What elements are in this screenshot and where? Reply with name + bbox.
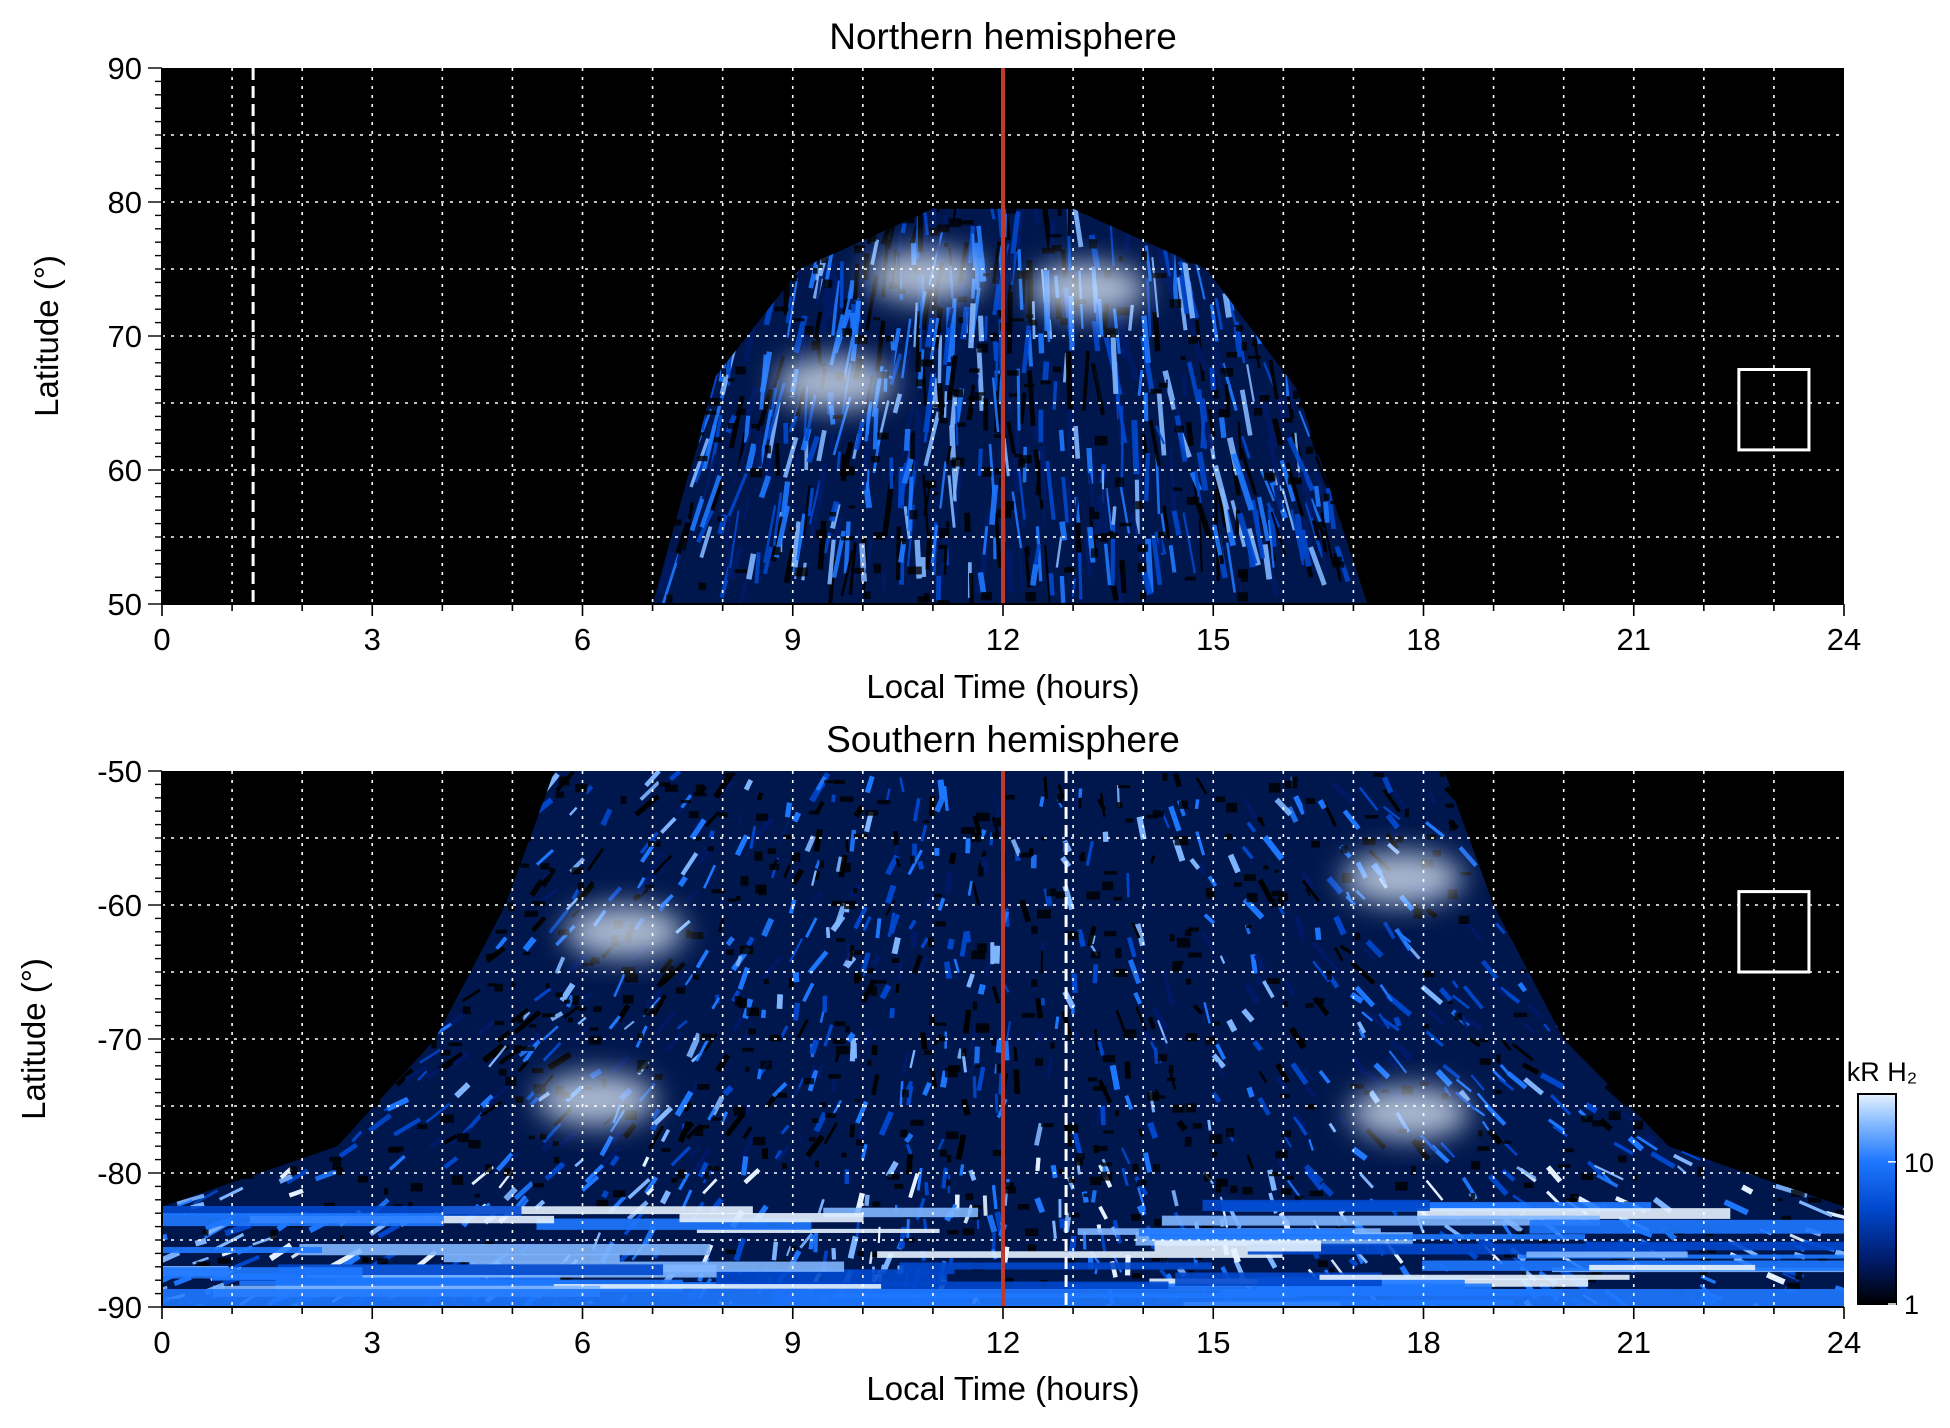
panel-title: Southern hemisphere — [826, 719, 1180, 760]
bright-feature — [1349, 1087, 1469, 1139]
x-axis-label: Local Time (hours) — [866, 1370, 1139, 1407]
colorbar-tick-label: 1 — [1904, 1290, 1919, 1320]
y-axis-label: Latitude (°) — [28, 255, 65, 417]
x-tick-label: 21 — [1617, 622, 1651, 657]
x-tick-label: 18 — [1406, 622, 1440, 657]
x-tick-label: 18 — [1406, 1325, 1440, 1360]
x-tick-label: 15 — [1196, 1325, 1230, 1360]
bright-feature — [1342, 852, 1462, 904]
bright-feature — [565, 906, 685, 958]
x-tick-label: 9 — [784, 622, 801, 657]
y-tick-label: 90 — [108, 51, 142, 86]
bright-feature — [537, 1073, 657, 1125]
bright-feature — [1027, 263, 1147, 315]
x-tick-label: 12 — [986, 1325, 1020, 1360]
x-tick-label: 12 — [986, 622, 1020, 657]
x-tick-label: 6 — [574, 1325, 591, 1360]
southern-hemisphere-panel: Southern hemisphere 0 3 6 9 12 15 18 21 24 -90 -80… — [15, 719, 1950, 1407]
y-tick-label: -60 — [97, 888, 142, 923]
y-tick-label: 70 — [108, 319, 142, 354]
panel-title: Northern hemisphere — [829, 16, 1177, 57]
colorbar: kR H₂ 1 10 — [1847, 1057, 1934, 1320]
y-tick-label: 80 — [108, 185, 142, 220]
y-tick-label: -50 — [97, 754, 142, 789]
y-tick-label: -70 — [97, 1022, 142, 1057]
x-tick-label: 9 — [784, 1325, 801, 1360]
bright-feature — [866, 250, 986, 302]
x-tick-label: 21 — [1617, 1325, 1651, 1360]
x-axis-label: Local Time (hours) — [866, 668, 1139, 705]
x-tick-label: 3 — [364, 1325, 381, 1360]
x-tick-label: 3 — [364, 622, 381, 657]
y-axis-label: Latitude (°) — [15, 958, 52, 1120]
y-tick-label: 60 — [108, 453, 142, 488]
x-tick-label: 24 — [1827, 1325, 1861, 1360]
colorbar-gradient — [1858, 1094, 1896, 1304]
x-tick-label: 0 — [153, 622, 170, 657]
y-tick-label: -90 — [97, 1290, 142, 1325]
northern-hemisphere-panel: Northern hemisphere 0 3 6 9 12 15 18 21 24 50 60 70… — [28, 10, 1861, 705]
x-tick-label: 15 — [1196, 622, 1230, 657]
y-tick-label: 50 — [108, 587, 142, 622]
x-tick-label: 0 — [153, 1325, 170, 1360]
colorbar-label: kR H₂ — [1847, 1057, 1917, 1087]
y-tick-label: -80 — [97, 1156, 142, 1191]
colorbar-tick-label: 10 — [1904, 1148, 1934, 1178]
x-tick-label: 24 — [1827, 622, 1861, 657]
x-tick-label: 6 — [574, 622, 591, 657]
